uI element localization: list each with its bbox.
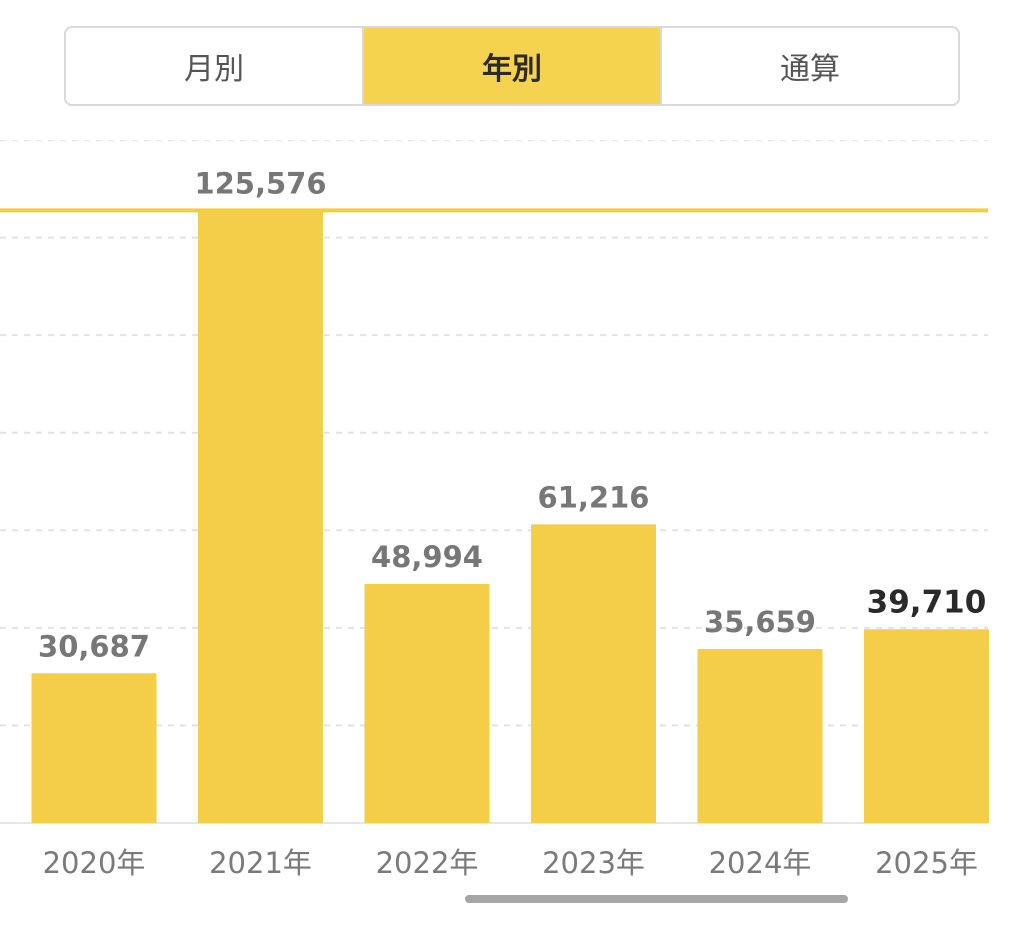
horizontal-scrollbar[interactable] — [465, 895, 848, 903]
x-tick-label: 2023年 — [542, 846, 645, 880]
bar-2022年[interactable] — [365, 584, 490, 823]
bar-2020年[interactable] — [32, 673, 157, 823]
x-tick-label: 2025年 — [875, 846, 978, 880]
tab-monthly[interactable]: 月別 — [66, 28, 362, 104]
bar-value-label: 48,994 — [371, 540, 483, 574]
x-tick-label: 2020年 — [43, 846, 146, 880]
bar-2025年[interactable] — [864, 629, 989, 823]
tab-yearly[interactable]: 年別 — [362, 28, 660, 104]
yearly-bar-chart: 30,687 2020年 125,576 2021年 48,994 2022年 61,216… — [0, 140, 1024, 900]
x-tick-label: 2024年 — [709, 846, 812, 880]
tab-cumulative[interactable]: 通算 — [660, 28, 958, 104]
bar-value-label: 35,659 — [704, 605, 816, 639]
x-tick-label: 2021年 — [209, 846, 312, 880]
period-segmented-control: 月別 年別 通算 — [64, 26, 960, 106]
bar-value-label: 61,216 — [538, 480, 650, 514]
bar-2023年[interactable] — [531, 524, 656, 823]
x-tick-label: 2022年 — [376, 846, 479, 880]
bar-2024年[interactable] — [698, 649, 823, 823]
bar-value-label: 30,687 — [38, 629, 150, 663]
bar-value-label: 125,576 — [194, 166, 326, 200]
bar-value-label: 39,710 — [867, 584, 987, 620]
bar-2021年[interactable] — [198, 210, 323, 823]
